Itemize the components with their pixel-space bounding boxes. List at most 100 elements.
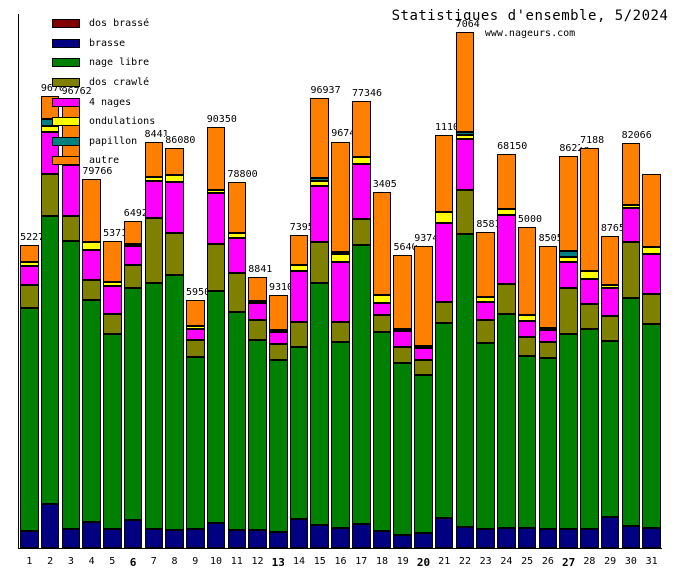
bar-day-30[interactable] — [621, 143, 641, 548]
x-tick-18: 18 — [375, 556, 388, 567]
bar-segment — [227, 237, 247, 273]
x-axis-tick-labels: 1 2 3 4 5 6 7 8 9 10 11 12 13 14 15 16 17 18 19 20 21 22 23 24 2… — [19, 556, 662, 576]
bar-segment — [497, 154, 516, 209]
bar-segment — [165, 148, 184, 175]
bar-segment — [621, 207, 641, 243]
bar-segment — [497, 314, 516, 529]
bar-day-21[interactable] — [434, 135, 454, 548]
bar-segment — [600, 316, 620, 341]
x-tick-3: 3 — [67, 556, 74, 567]
legend-item-quatre_nages: 4 nages — [52, 92, 155, 112]
bar-segment — [393, 255, 412, 330]
bar-day-29[interactable] — [600, 236, 620, 548]
bar-value-label: 82066 — [621, 130, 652, 143]
bar-day-15[interactable] — [310, 97, 330, 548]
bar-segment — [393, 363, 412, 535]
bar-segment — [331, 141, 350, 252]
bar-segment — [642, 173, 661, 248]
bar-day-7[interactable] — [144, 141, 164, 548]
bar-segment — [206, 193, 226, 245]
bar-value-label: 90350 — [206, 113, 237, 126]
bar-day-13[interactable] — [269, 295, 288, 548]
bar-segment — [289, 347, 309, 520]
bar-segment — [580, 528, 599, 548]
bar-day-3[interactable] — [61, 98, 81, 548]
bar-day-16[interactable] — [331, 141, 350, 548]
bar-day-27[interactable] — [559, 156, 578, 548]
bar-segment — [497, 214, 516, 285]
bar-day-8[interactable] — [165, 148, 184, 548]
bar-segment — [580, 279, 599, 304]
bar-segment — [186, 299, 205, 327]
bar-day-11[interactable] — [227, 182, 247, 548]
bar-day-10[interactable] — [206, 126, 226, 548]
bar-day-18[interactable] — [372, 191, 392, 548]
bar-segment — [621, 298, 641, 526]
bar-value-label: 77346 — [351, 87, 383, 100]
bar-day-9[interactable] — [186, 299, 205, 548]
bar-segment — [455, 138, 475, 190]
bar-day-24[interactable] — [497, 154, 516, 548]
bar-segment — [103, 281, 122, 287]
bar-segment — [559, 251, 578, 257]
bar-segment — [61, 165, 81, 217]
bar-day-1[interactable] — [20, 245, 39, 548]
bar-segment — [580, 329, 599, 529]
bar-day-12[interactable] — [248, 276, 267, 548]
bar-day-28[interactable] — [580, 147, 599, 548]
bar-segment — [393, 329, 412, 332]
bar-segment — [103, 313, 122, 335]
bar-segment — [206, 522, 226, 548]
bar-segment — [538, 246, 558, 329]
bar-day-31[interactable] — [642, 173, 661, 548]
bar-segment — [20, 285, 39, 309]
bar-day-19[interactable] — [393, 255, 412, 548]
chart-legend: dos brassé brasse nage libre dos crawlé 4 na… — [52, 14, 155, 171]
bar-segment — [434, 135, 454, 213]
bar-segment — [144, 176, 164, 181]
bar-segment — [351, 163, 371, 220]
bar-segment — [206, 244, 226, 291]
bar-segment — [206, 290, 226, 523]
legend-swatch-icon — [52, 136, 80, 146]
bar-segment — [476, 320, 495, 343]
y-axis-line — [18, 14, 19, 548]
bar-day-23[interactable] — [476, 231, 495, 548]
bar-segment — [248, 300, 267, 303]
bar-segment — [331, 251, 350, 255]
bar-day-6[interactable] — [123, 221, 143, 548]
bar-segment — [642, 253, 661, 294]
bar-day-17[interactable] — [351, 100, 371, 548]
bar-day-22[interactable] — [455, 32, 475, 548]
bar-day-25[interactable] — [517, 226, 537, 548]
legend-item-label: autre — [89, 155, 120, 167]
bar-segment — [310, 177, 330, 182]
bar-value-label: 8505 — [538, 233, 563, 246]
legend-item-label: ondulations — [89, 116, 156, 128]
x-tick-19: 19 — [396, 556, 409, 567]
x-tick-28: 28 — [583, 556, 596, 567]
bar-segment — [165, 232, 184, 275]
chart-title: Statistiques d'ensemble, 5/2024 — [391, 8, 669, 24]
bar-day-5[interactable] — [103, 240, 122, 548]
bar-segment — [20, 261, 39, 266]
legend-swatch-icon — [52, 117, 80, 127]
bar-segment — [40, 174, 60, 216]
bar-segment — [144, 217, 164, 283]
bar-segment — [538, 357, 558, 530]
bar-day-26[interactable] — [538, 246, 558, 548]
bar-segment — [393, 331, 412, 347]
bar-segment — [289, 265, 309, 271]
bar-segment — [476, 528, 495, 548]
bar-value-label: 9374 — [414, 233, 439, 245]
bar-day-14[interactable] — [289, 235, 309, 548]
bar-day-4[interactable] — [82, 178, 101, 548]
x-tick-30: 30 — [624, 556, 637, 567]
bar-segment — [82, 242, 101, 250]
bar-segment — [455, 190, 475, 235]
bar-segment — [186, 356, 205, 529]
legend-item-label: brasse — [89, 37, 126, 49]
bar-segment — [248, 339, 267, 530]
bar-segment — [40, 216, 60, 504]
bar-day-20[interactable] — [414, 246, 433, 548]
